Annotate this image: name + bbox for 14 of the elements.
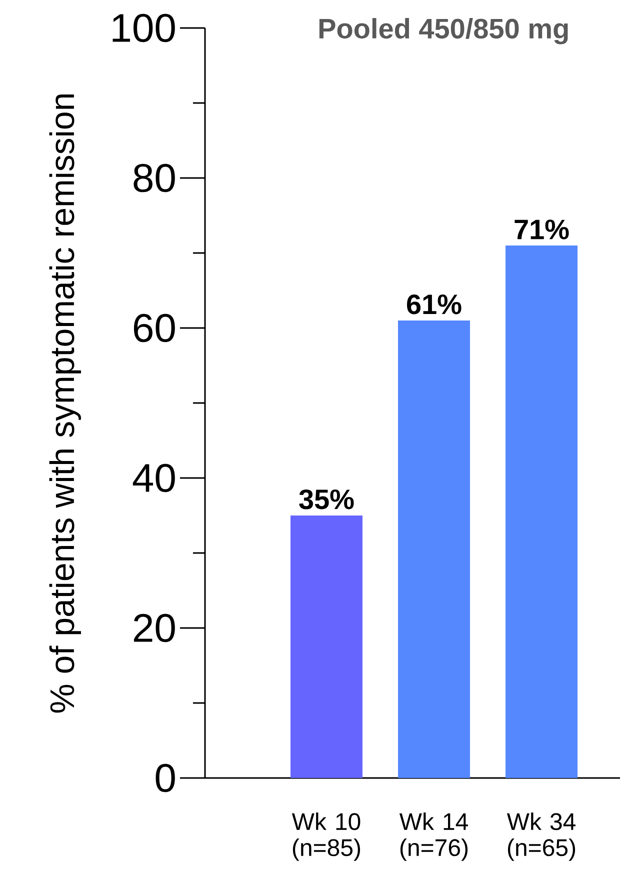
chart-title: Pooled 450/850 mg (319, 18, 568, 44)
y-tick-label: 40 (132, 464, 175, 492)
x-tick-label: Wk 14 (n=76) (399, 812, 468, 861)
y-tick-label: 100 (112, 14, 175, 42)
y-axis-title: % of patients with symptomatic remission (49, 94, 81, 713)
x-tick-label: Wk 10 (n=85) (292, 812, 360, 861)
data-label: 71% (514, 220, 569, 240)
y-tick-label: 0 (156, 764, 175, 792)
y-tick-label: 80 (134, 164, 175, 192)
y-tick-label: 60 (134, 314, 175, 342)
y-tick-label: 20 (134, 614, 175, 642)
data-label: 61% (407, 294, 462, 314)
x-tick-label: Wk 34 (n=65) (506, 812, 576, 861)
data-label: 35% (299, 489, 354, 510)
